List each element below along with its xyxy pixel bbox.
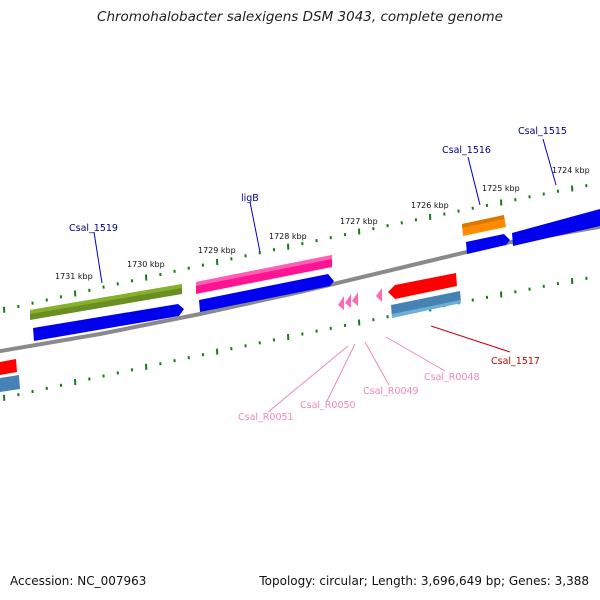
inner-tick-ruler (3, 276, 588, 401)
cds-forward-1516[interactable] (466, 234, 510, 254)
gene-label-ligb[interactable]: ligB (241, 193, 259, 204)
cds-left-reverse-fragment[interactable] (0, 375, 20, 392)
tick-label-1725: 1725 kbp (482, 184, 520, 193)
tick-label-1724: 1724 kbp (552, 166, 590, 175)
gene-label-csal-1517[interactable]: Csal_1517 (491, 356, 540, 367)
gene-left-red-fragment[interactable] (0, 359, 17, 375)
cds-forward-1515[interactable] (512, 209, 600, 246)
accession-text: Accession: NC_007963 (10, 574, 147, 588)
outer-tick-ruler (3, 184, 588, 313)
label-leaders (93, 138, 557, 413)
gene-csal-1517-red[interactable] (388, 273, 457, 299)
gene-labels: Csal_1515 Csal_1516 ligB Csal_1519 Csal_… (69, 126, 567, 423)
cds-forward-1519[interactable] (33, 304, 184, 341)
gene-label-csal-1519[interactable]: Csal_1519 (69, 223, 118, 234)
tick-label-1731: 1731 kbp (55, 272, 93, 281)
map-title: Chromohalobacter salexigens DSM 3043, co… (97, 9, 503, 25)
cds-forward-ligb[interactable] (199, 274, 334, 312)
gene-csal-1519-olive[interactable] (30, 284, 182, 320)
gene-label-csal-r0049[interactable]: Csal_R0049 (363, 386, 419, 397)
tick-label-1727: 1727 kbp (340, 217, 378, 226)
gene-ligb-pink[interactable] (196, 255, 332, 294)
tick-label-1729: 1729 kbp (198, 246, 236, 255)
gene-label-csal-r0048[interactable]: Csal_R0048 (424, 372, 480, 383)
gene-label-csal-1516[interactable]: Csal_1516 (442, 145, 491, 156)
tick-label-1726: 1726 kbp (411, 201, 449, 210)
gene-csal-1516-orange[interactable] (462, 215, 506, 236)
gene-label-csal-r0050[interactable]: Csal_R0050 (300, 400, 356, 411)
scale-labels: 1724 kbp 1725 kbp 1726 kbp 1727 kbp 1728… (55, 166, 590, 281)
gene-label-csal-r0051[interactable]: Csal_R0051 (238, 412, 294, 423)
gene-label-csal-1515[interactable]: Csal_1515 (518, 126, 567, 137)
tick-label-1728: 1728 kbp (269, 232, 307, 241)
tick-label-1730: 1730 kbp (127, 260, 165, 269)
trna-markers[interactable] (338, 288, 382, 310)
cds-reverse-1517[interactable] (391, 291, 461, 318)
topology-text: Topology: circular; Length: 3,696,649 bp… (259, 574, 589, 588)
